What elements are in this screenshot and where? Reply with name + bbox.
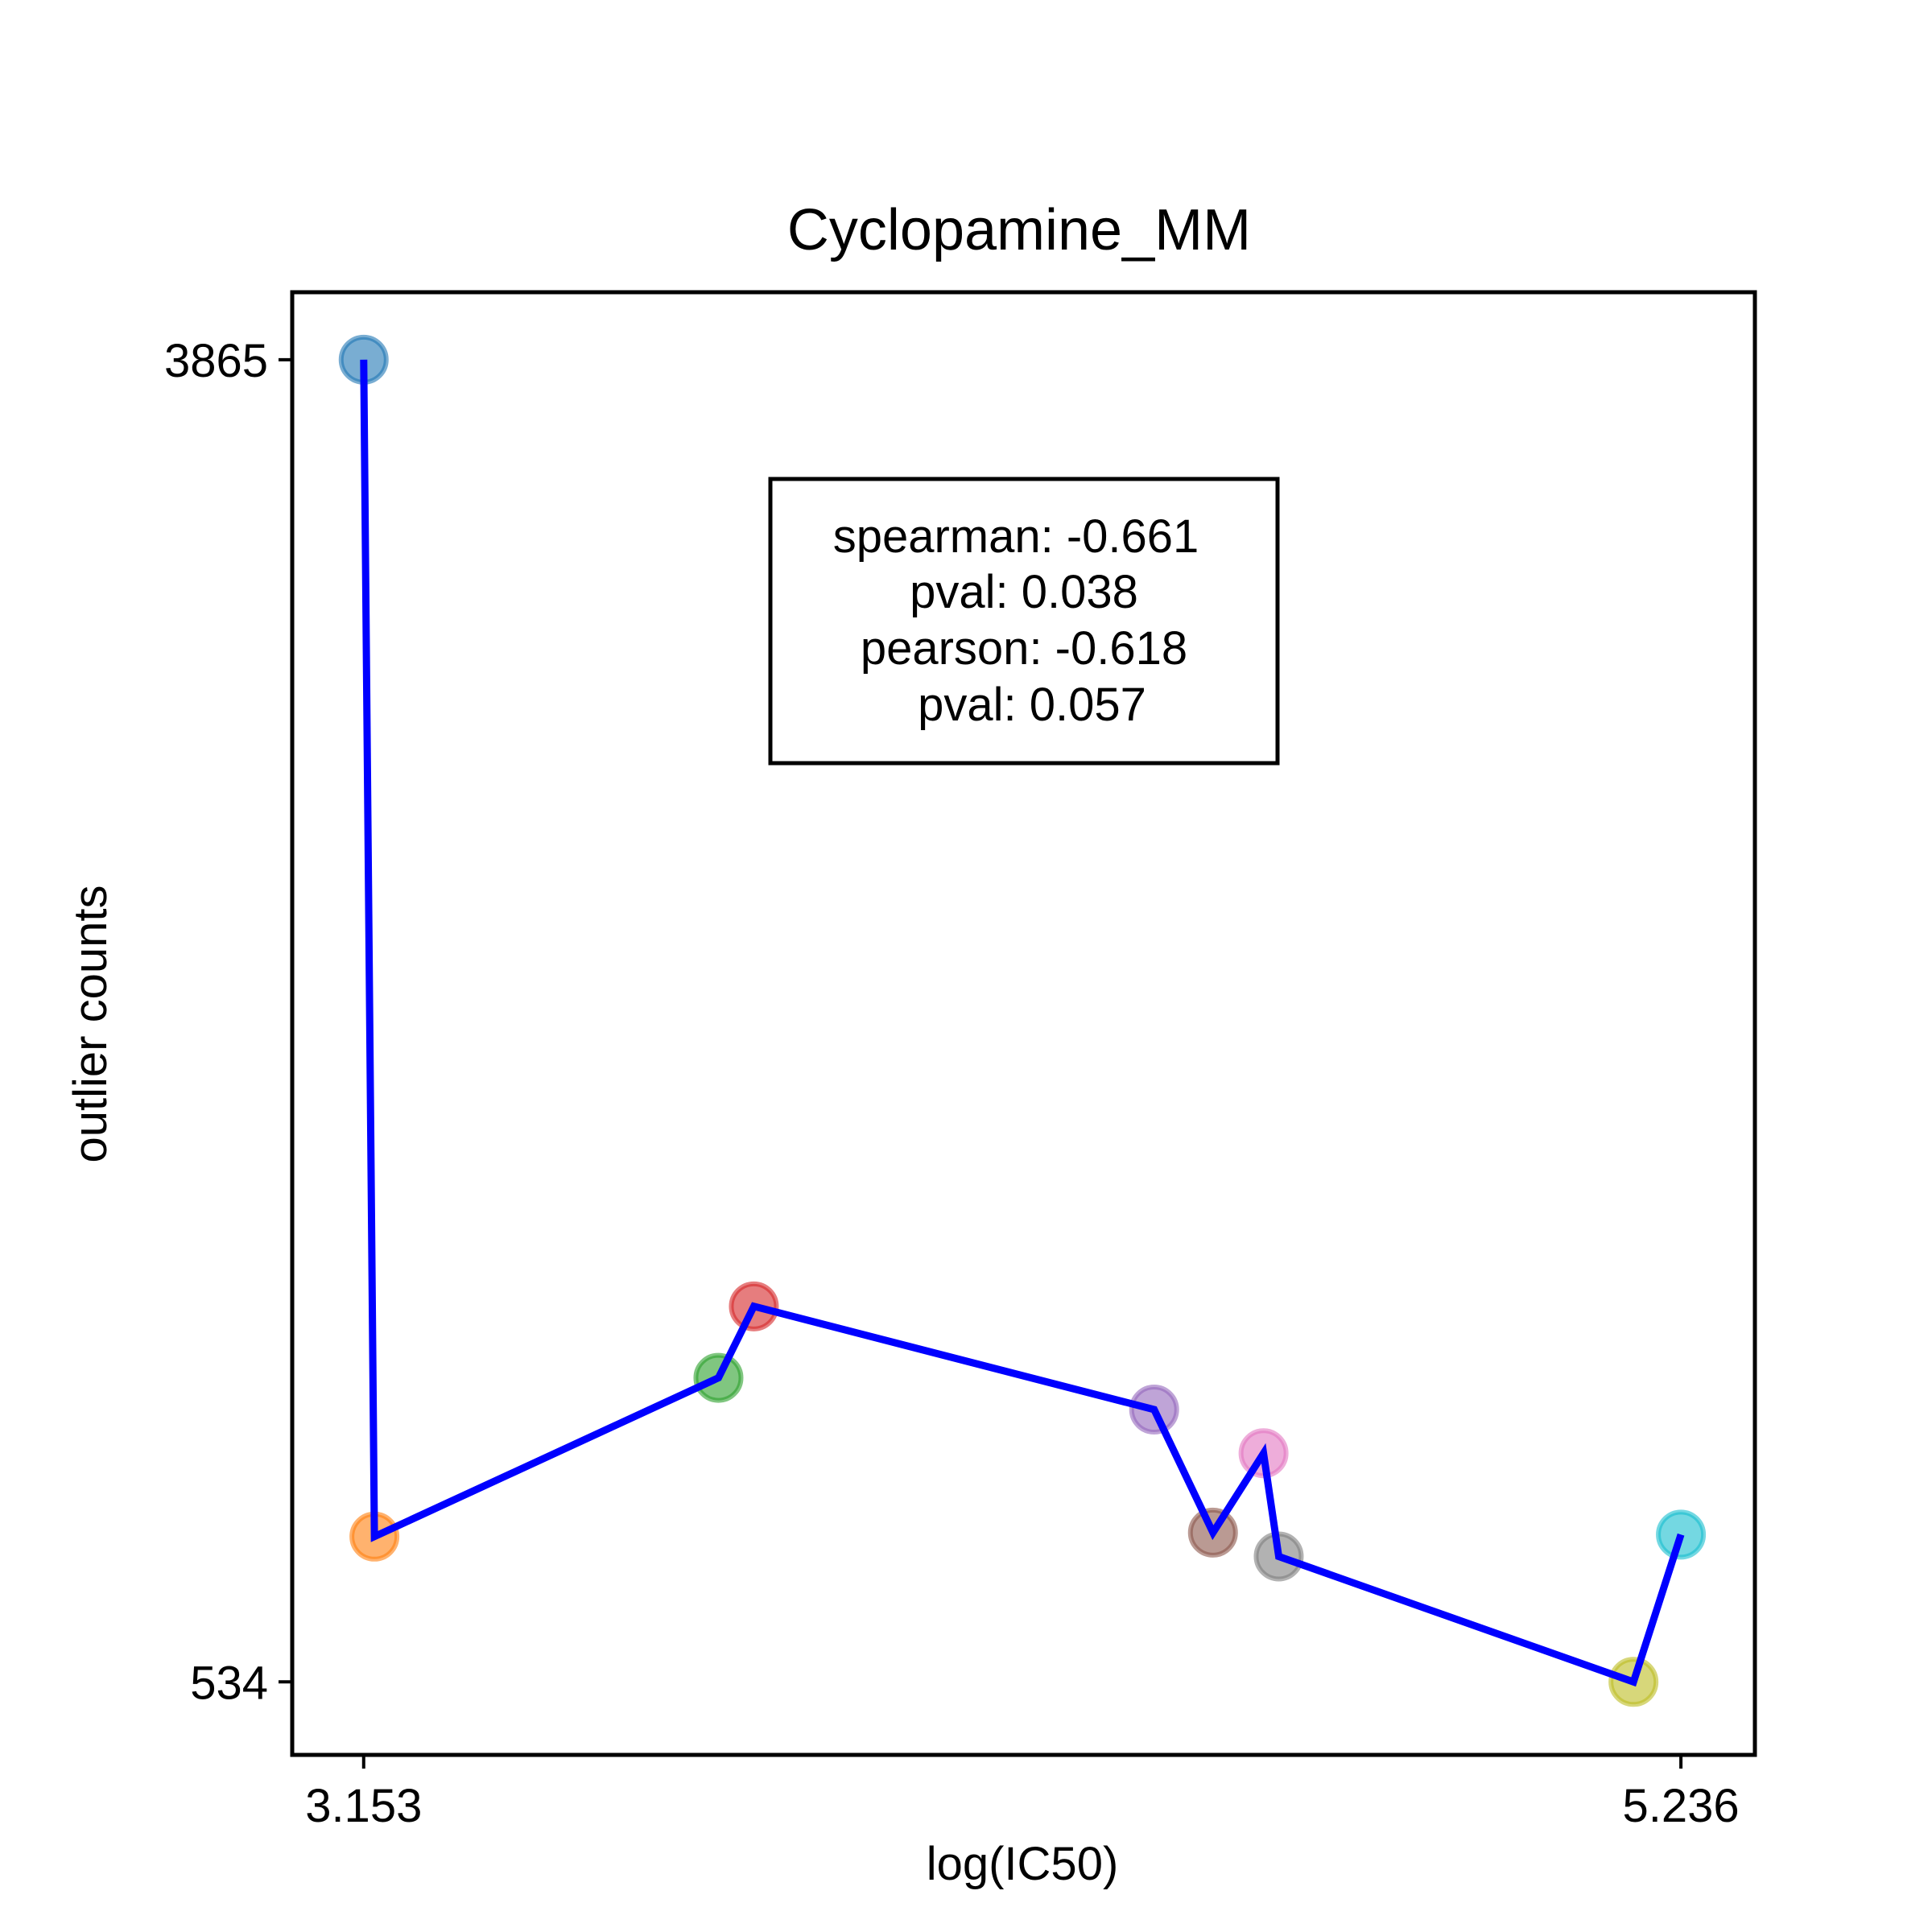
stats-annotation-box: spearman: -0.661 pval: 0.038 pearson: -0… [768, 477, 1280, 766]
stats-spearman-pval: pval: 0.038 [910, 566, 1138, 618]
y-tick-label-1: 3865 [164, 335, 268, 387]
x-axis-label: log(IC50) [927, 1838, 1119, 1890]
x-tick-label-2: 5.236 [1623, 1780, 1740, 1832]
y-axis-label: outlier counts [64, 886, 117, 1163]
data-marks-layer [338, 334, 1707, 1707]
axis-ticks-layer: 3.153 5.236 3865 534 [164, 335, 1740, 1832]
stats-pearson: pearson: -0.618 [861, 622, 1187, 675]
x-tick-label-1: 3.153 [305, 1780, 422, 1832]
stats-spearman: spearman: -0.661 [833, 510, 1199, 563]
stats-pearson-pval: pval: 0.057 [918, 679, 1146, 731]
plot-area-frame [290, 290, 1757, 1757]
chart-title: Cyclopamine_MM [787, 198, 1251, 262]
stats-box-frame [768, 477, 1280, 766]
series-line [360, 359, 1685, 1687]
y-tick-label-2: 534 [190, 1657, 268, 1709]
